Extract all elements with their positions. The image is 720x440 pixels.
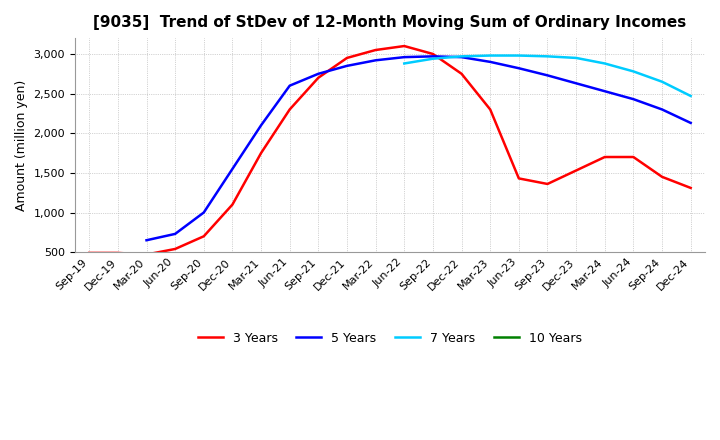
Line: 7 Years: 7 Years — [404, 55, 690, 96]
7 Years — [486, 53, 495, 58]
7 Years — [428, 56, 437, 61]
3 Years — [400, 44, 408, 49]
3 Years — [142, 252, 150, 257]
3 Years — [572, 168, 580, 173]
3 Years — [343, 55, 351, 61]
5 Years — [572, 81, 580, 86]
5 Years — [228, 166, 237, 172]
7 Years — [600, 61, 609, 66]
7 Years — [572, 55, 580, 61]
3 Years — [629, 154, 638, 160]
7 Years — [457, 54, 466, 59]
3 Years — [85, 250, 94, 256]
3 Years — [457, 71, 466, 77]
5 Years — [686, 120, 695, 125]
5 Years — [629, 96, 638, 102]
5 Years — [372, 58, 380, 63]
Line: 3 Years: 3 Years — [89, 46, 690, 254]
3 Years — [199, 234, 208, 239]
7 Years — [543, 54, 552, 59]
3 Years — [657, 174, 666, 180]
3 Years — [171, 246, 179, 252]
3 Years — [314, 75, 323, 81]
7 Years — [657, 79, 666, 84]
5 Years — [314, 71, 323, 77]
5 Years — [657, 107, 666, 112]
5 Years — [343, 63, 351, 69]
3 Years — [114, 250, 122, 256]
3 Years — [228, 202, 237, 207]
5 Years — [600, 88, 609, 94]
7 Years — [629, 69, 638, 74]
5 Years — [171, 231, 179, 237]
3 Years — [543, 181, 552, 187]
Legend: 3 Years, 5 Years, 7 Years, 10 Years: 3 Years, 5 Years, 7 Years, 10 Years — [193, 327, 588, 350]
3 Years — [285, 107, 294, 112]
3 Years — [515, 176, 523, 181]
5 Years — [400, 55, 408, 60]
5 Years — [257, 123, 266, 128]
Title: [9035]  Trend of StDev of 12-Month Moving Sum of Ordinary Incomes: [9035] Trend of StDev of 12-Month Moving… — [94, 15, 687, 30]
3 Years — [600, 154, 609, 160]
3 Years — [428, 51, 437, 57]
5 Years — [285, 83, 294, 88]
3 Years — [486, 107, 495, 112]
7 Years — [515, 53, 523, 58]
5 Years — [142, 238, 150, 243]
5 Years — [543, 73, 552, 78]
5 Years — [199, 210, 208, 215]
3 Years — [686, 185, 695, 191]
5 Years — [515, 66, 523, 71]
Y-axis label: Amount (million yen): Amount (million yen) — [15, 80, 28, 211]
5 Years — [486, 59, 495, 65]
3 Years — [257, 150, 266, 156]
Line: 5 Years: 5 Years — [146, 56, 690, 240]
7 Years — [400, 61, 408, 66]
5 Years — [457, 55, 466, 60]
7 Years — [686, 93, 695, 99]
3 Years — [372, 48, 380, 53]
5 Years — [428, 54, 437, 59]
